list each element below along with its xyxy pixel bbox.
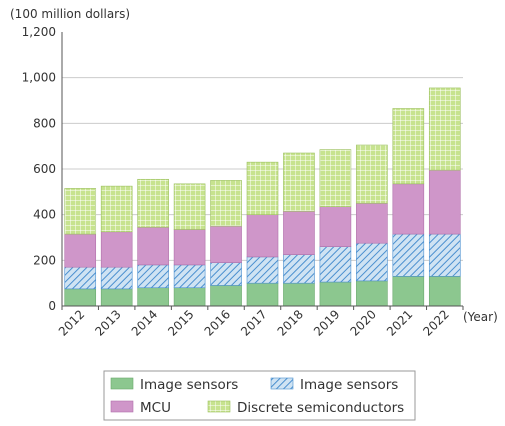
bar-segment (210, 180, 242, 227)
bar-segment (392, 233, 425, 277)
y-tick-label: 0 (48, 299, 56, 313)
bar-segment (100, 231, 133, 268)
bar-segment (137, 264, 169, 289)
bar-segment (210, 225, 242, 263)
y-tick-label: 200 (33, 253, 56, 267)
bar-segment (428, 233, 461, 277)
bar-segment (428, 169, 461, 235)
y-axis-unit-label: (100 million dollars) (10, 7, 130, 21)
bar-segment (392, 276, 425, 307)
x-tick-label: 2014 (129, 307, 160, 338)
y-tick-label: 1,000 (22, 71, 56, 85)
bar-segment (246, 214, 279, 258)
bar-segment (64, 188, 97, 235)
x-tick-label: 2017 (238, 307, 269, 338)
bar-segment (100, 266, 133, 290)
legend-label-mcu: MCU (140, 400, 171, 416)
bar-segment (319, 149, 352, 207)
axes (61, 32, 464, 310)
x-axis-unit-label: (Year) (463, 310, 498, 324)
legend-swatch-discrete-semiconductors (207, 400, 231, 413)
bar-segment (100, 288, 133, 307)
bar-segment (246, 161, 279, 215)
bar-segment (428, 276, 461, 307)
bar-segment (100, 185, 133, 233)
bar-segment (319, 246, 352, 283)
bar-segment (137, 178, 169, 228)
bar-segment (137, 287, 169, 307)
bar-segment (283, 210, 315, 255)
x-tick-label: 2018 (275, 307, 306, 338)
bar-segment (64, 233, 97, 268)
y-tick-label: 600 (33, 162, 56, 176)
bar-segment (319, 281, 352, 307)
legend-box (103, 370, 416, 421)
bar-segment (283, 152, 315, 212)
bar-segment (210, 262, 242, 286)
bar-segment (356, 202, 388, 244)
x-tick-label: 2022 (420, 307, 451, 338)
bar-segment (283, 282, 315, 307)
legend-label-image-sensors-hatched: Image sensors (300, 377, 398, 393)
bar-segment (137, 226, 169, 266)
bars (64, 87, 461, 307)
x-tick-label: 2015 (165, 307, 196, 338)
bar-segment (64, 266, 97, 290)
legend: Image sensors Image sensors MCU Discrete… (103, 370, 416, 421)
x-tick-label: 2020 (347, 307, 378, 338)
legend-swatch-mcu (110, 400, 134, 413)
bar-segment (283, 254, 315, 284)
legend-swatch-image-sensors-hatched (270, 377, 294, 390)
y-tick-label: 1,200 (22, 25, 56, 39)
bar-segment (428, 87, 461, 171)
legend-label-discrete-semiconductors: Discrete semiconductors (237, 400, 404, 416)
bar-segment (356, 242, 388, 282)
bar-segment (64, 288, 97, 307)
bar-segment (210, 285, 242, 307)
bar-segment (356, 280, 388, 307)
y-tick-label: 400 (33, 208, 56, 222)
x-tick-label: 2013 (92, 307, 123, 338)
bar-segment (246, 256, 279, 284)
x-tick-label: 2019 (311, 307, 342, 338)
bar-segment (356, 144, 388, 204)
bar-segment (392, 183, 425, 235)
bar-segment (173, 183, 206, 230)
bar-segment (173, 287, 206, 307)
x-tick-label: 2012 (56, 307, 87, 338)
legend-swatch-image-sensors-solid (110, 377, 134, 390)
bar-segment (392, 108, 425, 185)
y-tick-label: 800 (33, 116, 56, 130)
bar-segment (173, 264, 206, 289)
legend-label-image-sensors-solid: Image sensors (140, 377, 238, 393)
bar-segment (319, 206, 352, 247)
bar-segment (173, 229, 206, 266)
y-tick-labels: 0 200 400 600 800 1,000 1,200 (22, 25, 56, 313)
x-tick-label: 2016 (202, 307, 233, 338)
x-tick-labels: 2012 2013 2014 2015 2016 2017 2018 2019 2020 2021… (56, 307, 452, 338)
bar-segment (246, 282, 279, 307)
x-tick-label: 2021 (384, 307, 415, 338)
